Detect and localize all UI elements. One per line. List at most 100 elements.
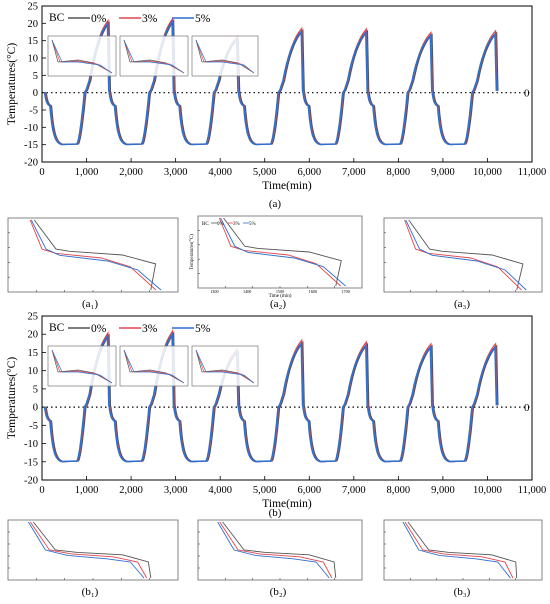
y-tick-label: 0 (33, 403, 38, 414)
inset-curve (404, 521, 514, 579)
y-tick-label: 15 (28, 348, 39, 359)
x-tick-label: 5,000 (253, 167, 277, 178)
chart-b: -20 -15 -10 -5 0 5 10 15 20 25 0 1,000 2,000 3,000 4,0… (6, 312, 546, 511)
zero-line-label: 0 (524, 88, 530, 100)
inset-curve (220, 217, 346, 287)
panel-label-b1: (b₁) (81, 586, 99, 598)
inset-legend-title: BC (202, 222, 209, 227)
zoom-curve (195, 349, 255, 384)
y-tick-label: -10 (24, 439, 38, 450)
zoom-curve (195, 39, 255, 74)
inset-curve (30, 219, 162, 291)
inset-x-tick-label: 1300 (210, 289, 218, 294)
y-tick-label: 10 (28, 54, 39, 65)
y-tick-label: 5 (33, 71, 38, 82)
x-tick-label: 2,000 (119, 167, 143, 178)
inset-legend-label: 0% (217, 222, 224, 227)
inset-x-tick-label: 1400 (243, 289, 251, 294)
x-tick-label: 1,000 (75, 167, 99, 178)
x-tick-label: 6,000 (297, 167, 321, 178)
zoom-window-frame (119, 345, 189, 387)
legend: BC 0% 3% 5% (49, 322, 211, 335)
y-tick-label: -15 (24, 457, 38, 468)
inset-a2: BC 0% 3% 5% Time (min) Temperatures(°C) 1300 14… (190, 215, 363, 299)
inset-x-tick-label: 1500 (276, 289, 284, 294)
zoom-curve (123, 39, 185, 74)
x-tick-label: 4,000 (208, 167, 232, 178)
y-axis-label: Temperatures(°C) (6, 357, 18, 440)
inset-curve (404, 219, 522, 291)
panel-label-a2: (a₂) (269, 298, 287, 310)
series-line-0pct (45, 18, 499, 146)
inset-curve (30, 521, 148, 579)
zoom-window-frame (119, 35, 189, 77)
legend-label-5pct: 5% (195, 13, 211, 25)
inset-b2 (197, 519, 363, 581)
inset-frame (197, 519, 363, 581)
panel-label-b: (b) (268, 507, 282, 519)
zoom-curve (51, 349, 113, 384)
inset-x-tick-label: 1700 (341, 289, 349, 294)
inset-b3 (383, 519, 543, 581)
zoom-curve (51, 39, 113, 74)
y-tick-label: 10 (28, 366, 39, 377)
y-tick-label: -15 (24, 140, 38, 151)
inset-curve (407, 521, 518, 579)
panel-label-a: (a) (268, 198, 282, 210)
legend-label-3pct: 3% (142, 13, 158, 25)
zoom-curve (123, 39, 185, 74)
x-tick-label: 8,000 (387, 167, 411, 178)
plot-frame (41, 5, 533, 163)
zoom-curve (123, 39, 185, 74)
zoom-window-frame (47, 35, 117, 77)
y-tick-label: -20 (24, 158, 38, 169)
x-tick-label: 7,000 (342, 485, 366, 496)
zoom-window-3 (191, 345, 259, 387)
zoom-curve (123, 349, 185, 384)
inset-curve (223, 217, 342, 287)
series-line-5pct (43, 19, 498, 146)
legend-title: BC (49, 322, 65, 334)
x-axis-label: Time(min) (262, 180, 312, 192)
inset-frame (383, 519, 543, 581)
series-line-5pct (43, 332, 498, 463)
panel-label-a1: (a₁) (81, 298, 99, 310)
inset-curve (29, 219, 157, 291)
y-tick-label: 20 (28, 19, 39, 30)
x-tick-label: 4,000 (208, 485, 232, 496)
inset-x-tick-label: 1600 (309, 289, 317, 294)
panel-label-b2: (b₂) (269, 586, 287, 598)
x-tick-label: 7,000 (342, 167, 366, 178)
inset-curve (222, 521, 337, 579)
y-tick-label: -5 (29, 421, 38, 432)
inset-x-label: Time (min) (269, 294, 292, 299)
panel-label-a3: (a₃) (453, 298, 471, 310)
y-tick-label: 25 (28, 312, 39, 323)
zoom-window-frame (47, 345, 117, 387)
x-tick-label: 0 (39, 485, 44, 496)
legend-label-3pct: 3% (142, 323, 158, 335)
zoom-window-1 (47, 35, 117, 77)
y-tick-label: -5 (29, 106, 38, 117)
inset-curve (402, 521, 511, 579)
zoom-curve (195, 39, 255, 74)
x-tick-label: 9,000 (431, 485, 455, 496)
x-tick-label: 9,000 (431, 167, 455, 178)
y-tick-label: -20 (24, 476, 38, 487)
zoom-window-1 (47, 345, 117, 387)
inset-curve (33, 521, 152, 579)
x-tick-label: 11,000 (518, 167, 547, 178)
x-tick-label: 11,000 (518, 485, 547, 496)
y-axis-label: Temperatures(°C) (6, 43, 18, 126)
x-tick-label: 2,000 (119, 485, 143, 496)
inset-curve (28, 521, 145, 579)
inset-curve (218, 217, 341, 287)
zoom-window-3 (191, 35, 259, 77)
zoom-curve (51, 349, 113, 384)
plot-frame (41, 315, 533, 481)
inset-curve (33, 219, 157, 291)
legend-title: BC (49, 12, 65, 24)
y-tick-label: 25 (28, 2, 39, 13)
inset-b1 (7, 519, 179, 581)
